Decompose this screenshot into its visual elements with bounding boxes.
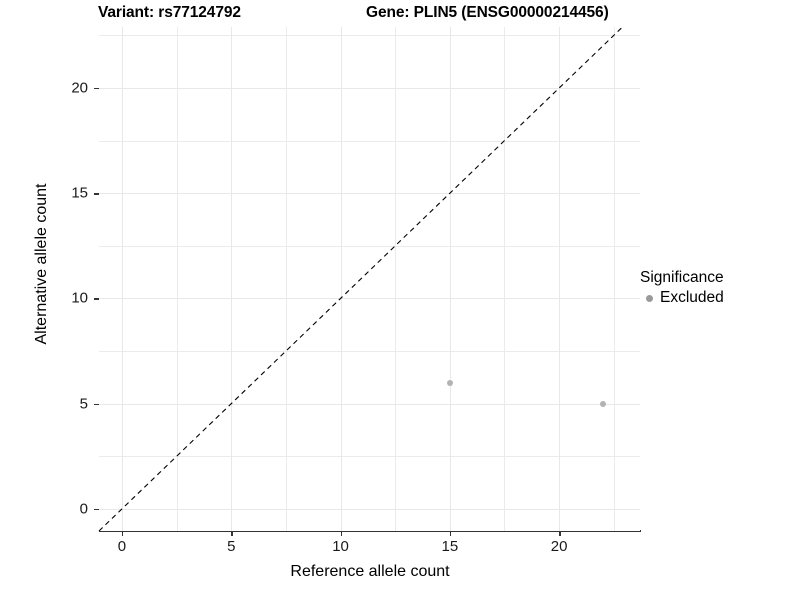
y-tick-mark-15 <box>94 193 99 195</box>
y-tick-mark-20 <box>94 88 99 90</box>
x-tick-mark-10 <box>340 531 342 536</box>
gene-title: Gene: PLIN5 (ENSG00000214456) <box>366 4 609 21</box>
gridline-vertical-15 <box>449 27 451 531</box>
gridline-vertical-10 <box>340 27 342 531</box>
gridline-vertical-0 <box>121 27 123 531</box>
data-point[interactable] <box>446 379 453 386</box>
x-tick-label-20: 20 <box>550 538 568 555</box>
data-point[interactable] <box>599 400 606 407</box>
y-tick-mark-10 <box>94 298 99 300</box>
x-axis-title: Reference allele count <box>290 563 450 580</box>
x-tick-mark-20 <box>559 531 561 536</box>
legend-item-excluded[interactable]: Excluded <box>640 288 724 308</box>
gridline-vertical-20 <box>559 27 561 531</box>
y-tick-label-15: 15 <box>71 184 88 202</box>
y-tick-label-5: 5 <box>79 395 88 413</box>
gridline-vertical-17.5 <box>504 27 506 531</box>
plot-panel <box>98 26 640 532</box>
gridline-vertical-12.5 <box>395 27 397 531</box>
x-tick-mark-5 <box>231 531 233 536</box>
gridline-vertical-22.5 <box>613 27 615 531</box>
gridline-vertical-5 <box>231 27 233 531</box>
chart-title-row: Variant: rs77124792 Gene: PLIN5 (ENSG000… <box>0 0 800 28</box>
legend-entries: Excluded <box>640 288 724 308</box>
y-tick-mark-5 <box>94 403 99 406</box>
legend-dot-icon <box>640 289 658 307</box>
gridline-vertical-7.5 <box>285 27 287 531</box>
y-tick-label-10: 10 <box>71 289 88 307</box>
gridline-vertical-2.5 <box>176 27 178 531</box>
legend-title: Significance <box>640 269 724 286</box>
variant-title: Variant: rs77124792 <box>98 4 241 21</box>
legend-item-label: Excluded <box>660 289 724 306</box>
y-tick-mark-0 <box>94 508 99 511</box>
y-axis-title: Alternative allele count <box>33 183 50 345</box>
x-tick-mark-15 <box>449 531 452 536</box>
y-tick-label-0: 0 <box>79 500 88 518</box>
x-tick-label-0: 0 <box>117 538 127 555</box>
x-tick-label-5: 5 <box>227 538 236 555</box>
y-tick-label-20: 20 <box>71 79 88 97</box>
x-tick-mark-0 <box>121 531 124 536</box>
x-tick-label-10: 10 <box>332 538 349 555</box>
x-tick-label-15: 15 <box>441 538 459 555</box>
legend: Significance Excluded <box>640 268 724 308</box>
